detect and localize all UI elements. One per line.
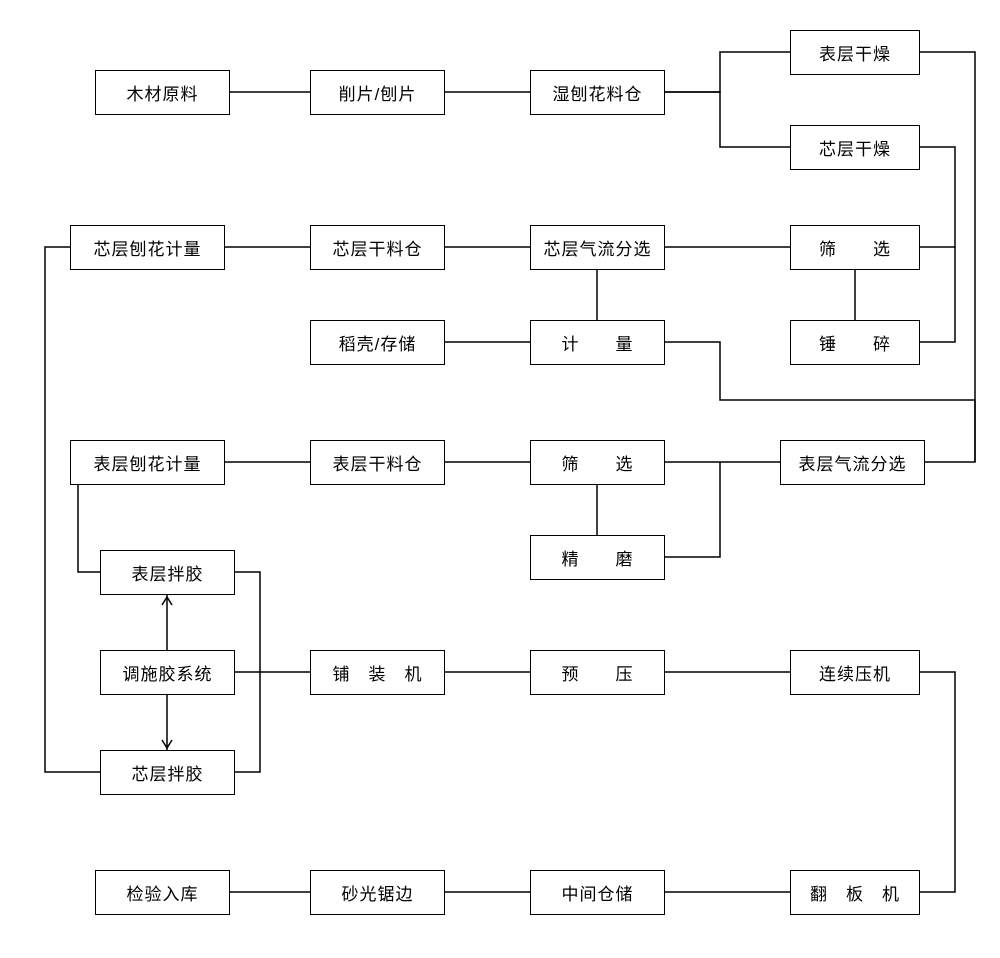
arrowhead (162, 740, 172, 748)
node-label: 计 量 (562, 330, 634, 355)
flowchart-node-n26: 中间仓储 (530, 870, 665, 915)
node-label: 芯层刨花计量 (94, 235, 202, 260)
edge-n3-n5 (665, 92, 790, 147)
node-label: 稻壳/存储 (339, 330, 417, 355)
node-label: 连续压机 (819, 660, 891, 685)
edge-n3-n4 (665, 52, 790, 92)
flowchart-node-n20: 铺 装 机 (310, 650, 445, 695)
node-label: 筛 选 (819, 235, 891, 260)
edge-n5-n9 (920, 147, 955, 247)
edge-n4-n16 (920, 52, 975, 462)
node-label: 铺 装 机 (333, 660, 423, 685)
node-label: 削片/刨片 (339, 80, 417, 105)
flowchart-node-n8: 芯层气流分选 (530, 225, 665, 270)
node-label: 砂光锯边 (342, 880, 414, 905)
arrowhead (162, 597, 172, 605)
node-label: 精 磨 (562, 545, 634, 570)
flowchart-node-n1: 木材原料 (95, 70, 230, 115)
edge-n12-n12b (920, 247, 955, 342)
flowchart-node-n19: 调施胶系统 (100, 650, 235, 695)
flowchart-node-n6: 芯层刨花计量 (70, 225, 225, 270)
flowchart-node-n24: 检验入库 (95, 870, 230, 915)
node-label: 锤 碎 (819, 330, 891, 355)
edge-n6-n23 (45, 247, 100, 772)
node-label: 表层拌胶 (132, 560, 204, 585)
flowchart-node-n18: 表层拌胶 (100, 550, 235, 595)
node-label: 芯层拌胶 (132, 760, 204, 785)
flowchart-node-n27: 翻 板 机 (790, 870, 920, 915)
flowchart-node-n4: 表层干燥 (790, 30, 920, 75)
node-label: 表层干料仓 (333, 450, 423, 475)
flowchart-node-n14: 表层干料仓 (310, 440, 445, 485)
flowchart-node-n11: 计 量 (530, 320, 665, 365)
node-label: 木材原料 (127, 80, 199, 105)
node-label: 表层干燥 (819, 40, 891, 65)
flowchart-node-n15: 筛 选 (530, 440, 665, 485)
edge-n13-n18 (78, 485, 100, 572)
edge-n22-n27 (920, 672, 955, 892)
node-label: 筛 选 (562, 450, 634, 475)
edge-n23-n20 (235, 672, 260, 772)
flowchart-node-n21: 预 压 (530, 650, 665, 695)
flowchart-node-n23: 芯层拌胶 (100, 750, 235, 795)
flowchart-node-n5: 芯层干燥 (790, 125, 920, 170)
node-label: 预 压 (562, 660, 634, 685)
flowchart-node-n16: 表层气流分选 (780, 440, 925, 485)
node-label: 翻 板 机 (810, 880, 900, 905)
flowchart-node-n12: 锤 碎 (790, 320, 920, 365)
node-label: 调施胶系统 (123, 660, 213, 685)
node-label: 中间仓储 (562, 880, 634, 905)
flowchart-node-n7: 芯层干料仓 (310, 225, 445, 270)
node-label: 芯层干燥 (819, 135, 891, 160)
flowchart-node-n3: 湿刨花料仓 (530, 70, 665, 115)
node-label: 芯层干料仓 (333, 235, 423, 260)
flowchart-node-n17: 精 磨 (530, 535, 665, 580)
flowchart-node-n22: 连续压机 (790, 650, 920, 695)
flowchart-node-n10: 稻壳/存储 (310, 320, 445, 365)
flowchart-node-n13: 表层刨花计量 (70, 440, 225, 485)
node-label: 湿刨花料仓 (553, 80, 643, 105)
flowchart-node-n2: 削片/刨片 (310, 70, 445, 115)
edge-n18-n20 (235, 572, 260, 672)
node-label: 检验入库 (127, 880, 199, 905)
node-label: 表层刨花计量 (94, 450, 202, 475)
node-label: 芯层气流分选 (544, 235, 652, 260)
node-label: 表层气流分选 (799, 450, 907, 475)
flowchart-node-n25: 砂光锯边 (310, 870, 445, 915)
edge-n17-n17b (665, 462, 720, 557)
flowchart-node-n9: 筛 选 (790, 225, 920, 270)
